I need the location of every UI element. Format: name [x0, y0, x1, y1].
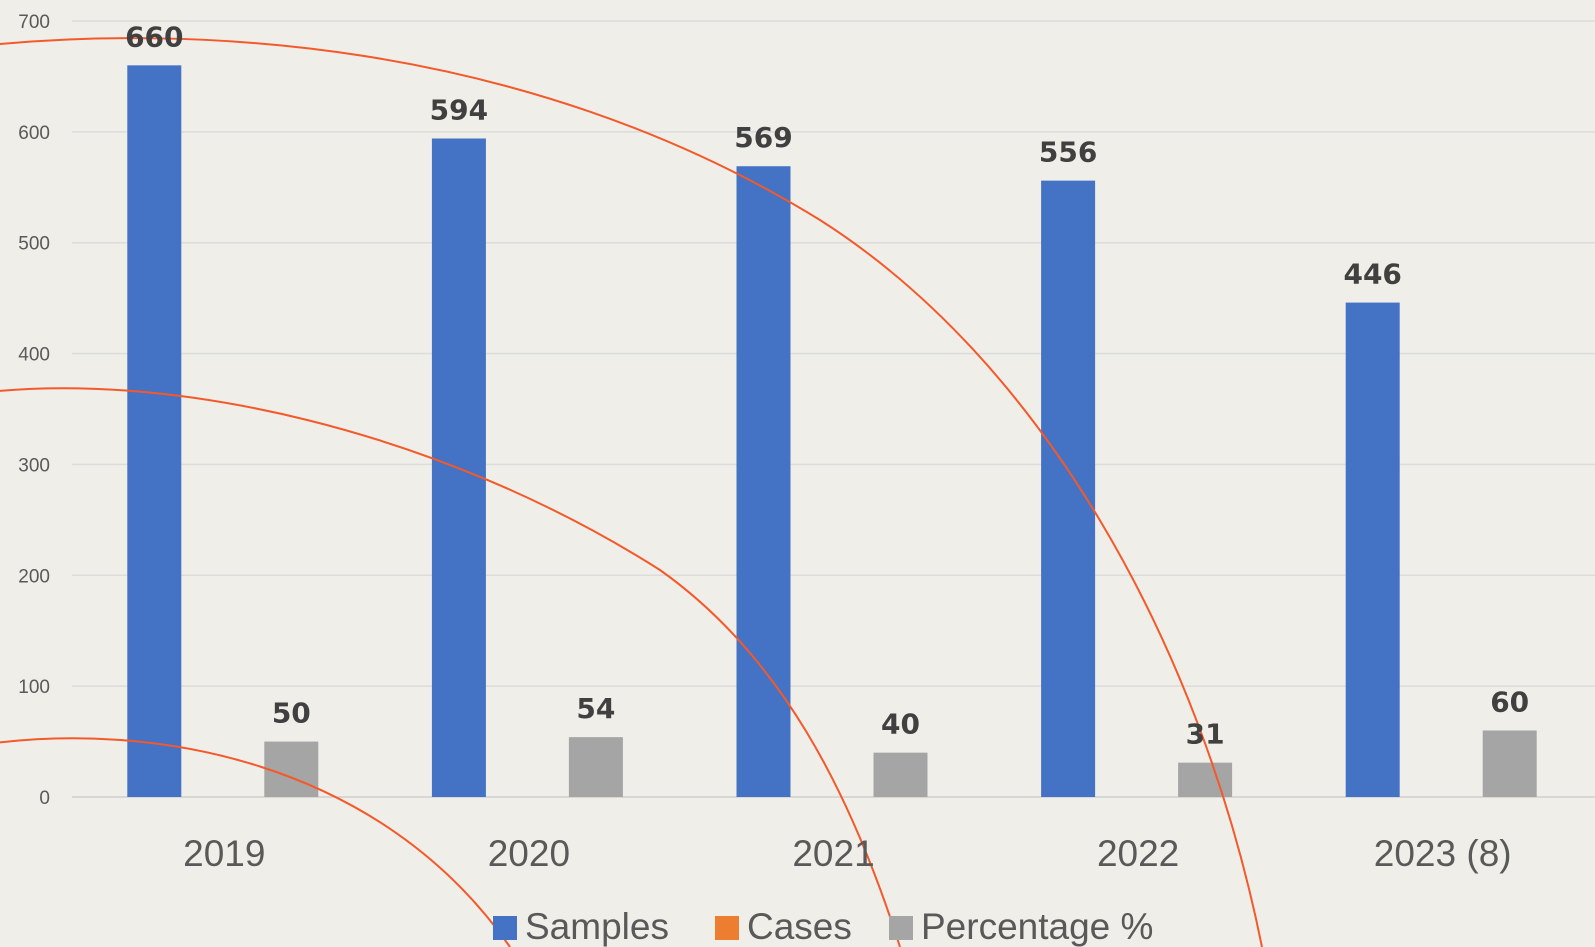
- legend-swatch: [715, 916, 739, 940]
- data-label: 660: [125, 20, 183, 53]
- decorative-arc: [0, 37, 1263, 947]
- x-axis-categories: 2019 2020 2021 2022 2023 (8): [183, 833, 1511, 874]
- decorative-arcs: [0, 37, 1263, 947]
- legend-label: Samples: [525, 906, 669, 947]
- bars: [127, 65, 1537, 798]
- y-tick-label: 400: [18, 345, 50, 366]
- bar-percentage-2021: [873, 752, 928, 797]
- y-tick-label: 200: [18, 566, 50, 587]
- bar-samples-2023-8: [1345, 302, 1400, 797]
- data-labels: 660 594 569 556 446 50 54 40 31 60: [125, 20, 1529, 750]
- y-tick-label: 600: [18, 123, 50, 144]
- x-category-label: 2023 (8): [1374, 833, 1512, 874]
- decorative-arc: [0, 387, 901, 947]
- legend-label: Cases: [747, 906, 852, 947]
- bar-percentage-2023-8: [1482, 730, 1537, 797]
- data-label: 40: [881, 708, 920, 741]
- gridlines: [72, 20, 1595, 798]
- bar-percentage-2022: [1178, 762, 1233, 797]
- bar-samples-2019: [127, 65, 182, 798]
- data-label: 446: [1343, 258, 1401, 291]
- x-category-label: 2022: [1097, 833, 1179, 874]
- y-axis-ticks: 0 100 200 300 400 500 600 700: [18, 12, 50, 809]
- legend-label: Percentage %: [921, 906, 1153, 947]
- legend-swatch: [493, 916, 517, 940]
- bar-samples-2021: [736, 166, 791, 798]
- x-category-label: 2019: [183, 833, 265, 874]
- data-label: 54: [576, 692, 615, 725]
- y-tick-label: 500: [18, 234, 50, 255]
- legend-swatch: [889, 916, 913, 940]
- bar-percentage-2020: [568, 737, 623, 797]
- data-label: 50: [272, 697, 311, 730]
- bar-percentage-2019: [264, 741, 319, 797]
- data-label: 569: [734, 121, 792, 154]
- data-label: 31: [1186, 718, 1225, 751]
- y-tick-label: 700: [18, 12, 50, 33]
- bar-samples-2022: [1041, 180, 1096, 798]
- y-tick-label: 300: [18, 455, 50, 476]
- data-label: 60: [1490, 685, 1529, 718]
- decorative-arc: [0, 737, 511, 947]
- y-tick-label: 0: [39, 788, 50, 809]
- data-label: 556: [1039, 136, 1097, 169]
- data-label: 594: [430, 94, 488, 127]
- x-category-label: 2020: [488, 833, 570, 874]
- x-category-label: 2021: [792, 833, 874, 874]
- legend: Samples Cases Percentage %: [493, 906, 1153, 947]
- y-tick-label: 100: [18, 677, 50, 698]
